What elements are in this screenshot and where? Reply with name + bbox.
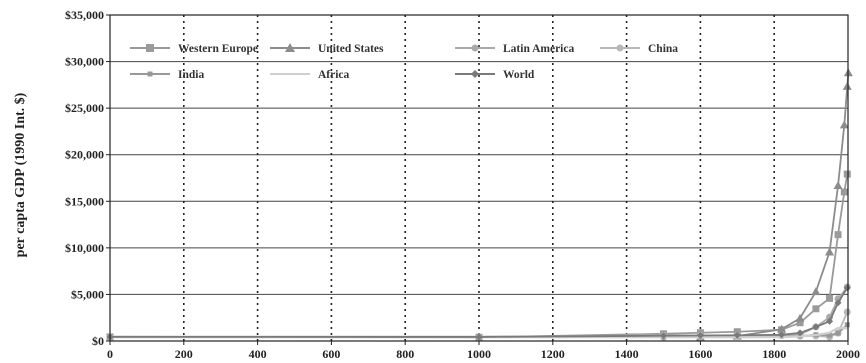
legend-label: Western Europe — [178, 43, 258, 55]
x-tick-label: 1800 — [762, 347, 786, 361]
legend: Western Europe United States Latin America… — [130, 43, 678, 81]
y-tick-label: $5,000 — [71, 287, 104, 301]
y-tick-label: $0 — [92, 334, 104, 348]
data-point — [839, 120, 849, 129]
data-point — [471, 70, 479, 78]
series-layer — [106, 68, 853, 341]
grid-lines — [110, 15, 848, 341]
legend-label: United States — [318, 43, 384, 55]
data-point — [826, 294, 834, 302]
series-world — [106, 284, 851, 341]
data-point — [285, 43, 295, 52]
legend-label: India — [178, 69, 204, 81]
x-tick-label: 0 — [107, 347, 113, 361]
data-point — [777, 324, 787, 333]
data-point — [696, 331, 704, 339]
data-point — [843, 308, 851, 316]
x-tick-label: 400 — [249, 347, 267, 361]
data-point — [833, 181, 843, 190]
data-point — [616, 44, 624, 52]
x-tick-label: 200 — [175, 347, 193, 361]
x-tick-label: 2000 — [836, 347, 860, 361]
x-tick-label: 600 — [322, 347, 340, 361]
data-point — [834, 231, 842, 239]
series-line — [109, 173, 849, 339]
y-tick-label: $15,000 — [65, 194, 104, 208]
y-tick-label: $25,000 — [65, 101, 104, 115]
data-point — [471, 44, 479, 52]
data-point — [733, 331, 741, 339]
data-point — [475, 333, 483, 341]
data-point — [147, 71, 153, 77]
data-point — [843, 284, 851, 292]
legend-item: Western Europe — [130, 43, 258, 55]
data-point — [660, 332, 667, 340]
data-point — [834, 299, 842, 307]
y-axis-label: per capta GDP (1990 Int. $) — [13, 92, 28, 257]
legend-label: World — [503, 69, 535, 81]
plot-frame — [109, 14, 849, 342]
legend-item: Latin America — [455, 43, 574, 55]
series-line — [700, 72, 850, 339]
legend-label: China — [648, 43, 678, 55]
axes: $0 $5,000 $10,000 $15,000 $20,000 $25,000 $30,… — [65, 8, 860, 361]
x-tick-label: 1200 — [541, 347, 565, 361]
data-point — [796, 319, 804, 327]
data-point — [778, 331, 786, 339]
data-point — [826, 317, 834, 325]
x-tick-label: 1400 — [615, 347, 639, 361]
data-point — [827, 332, 833, 338]
data-point — [795, 313, 805, 322]
data-point — [812, 323, 820, 331]
data-point — [842, 81, 852, 90]
data-point — [835, 330, 841, 336]
x-tick-label: 800 — [396, 347, 414, 361]
x-tick-label: 1000 — [467, 347, 491, 361]
y-tick-label: $35,000 — [65, 8, 104, 22]
data-point — [146, 44, 154, 52]
x-tick-label: 1600 — [688, 347, 712, 361]
data-point — [811, 287, 821, 296]
legend-label: Latin America — [503, 43, 574, 55]
legend-item: China — [600, 43, 678, 55]
y-tick-label: $20,000 — [65, 148, 104, 162]
data-point — [825, 247, 835, 256]
legend-label: Africa — [318, 69, 350, 81]
data-point — [843, 170, 851, 178]
data-point — [796, 329, 804, 337]
y-tick-label: $30,000 — [65, 55, 104, 69]
data-point — [840, 188, 848, 196]
legend-item: United States — [270, 43, 384, 55]
data-point — [812, 305, 820, 313]
y-tick-label: $10,000 — [65, 241, 104, 255]
legend-item: Africa — [270, 69, 350, 81]
legend-item: India — [130, 69, 204, 81]
data-point — [844, 322, 850, 328]
legend-item: World — [455, 69, 535, 81]
